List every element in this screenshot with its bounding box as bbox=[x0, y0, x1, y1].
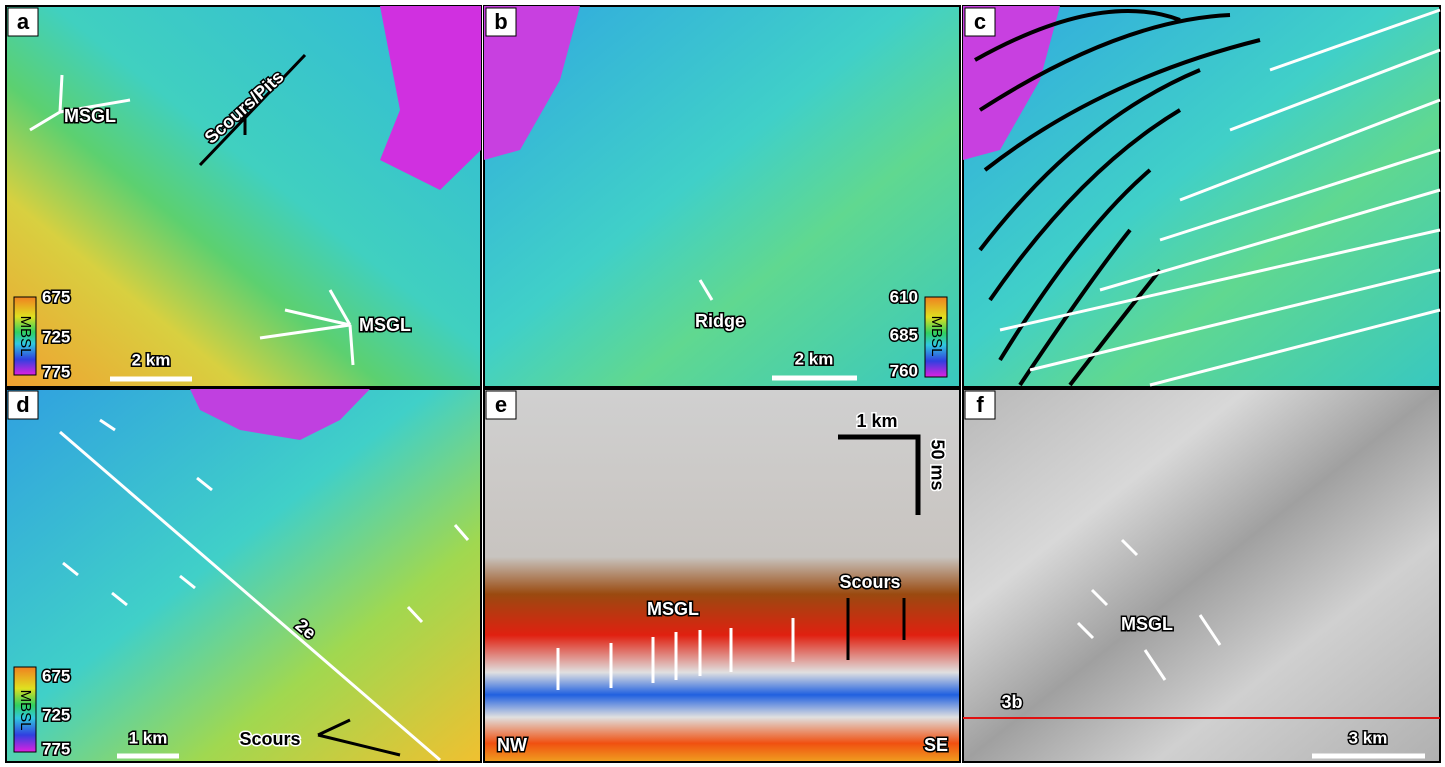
annotation: MSGL bbox=[64, 106, 116, 126]
colorbar-tick: 725 bbox=[42, 327, 70, 346]
colorbar-tick: 610 bbox=[890, 287, 918, 306]
profile-label: 3b bbox=[1001, 692, 1022, 712]
deep-area bbox=[190, 389, 370, 440]
label-box bbox=[964, 390, 996, 420]
panel-label: a bbox=[17, 9, 30, 34]
label-box bbox=[7, 390, 39, 420]
arrows bbox=[259, 289, 355, 366]
arrows bbox=[317, 718, 401, 757]
colorbar-tick: 675 bbox=[42, 666, 70, 685]
annotation: Scours bbox=[239, 729, 300, 749]
arrows bbox=[29, 74, 131, 132]
label-box bbox=[964, 7, 996, 37]
arrow bbox=[698, 279, 714, 301]
scale-label: 2 km bbox=[795, 349, 834, 368]
label-box bbox=[485, 390, 517, 420]
deep-area bbox=[380, 6, 481, 190]
arrows bbox=[846, 598, 906, 660]
annotation: MSGL bbox=[647, 599, 699, 619]
amplitude-map bbox=[962, 388, 1441, 763]
deep-area bbox=[963, 6, 1060, 160]
label-box bbox=[7, 7, 39, 37]
white-lineations bbox=[999, 8, 1441, 387]
scale-label: 50 ms bbox=[927, 439, 947, 490]
colorbar-title: MBSL bbox=[17, 316, 34, 357]
profile-line bbox=[59, 430, 441, 762]
colorbar-tick: 685 bbox=[890, 325, 918, 344]
deep-area bbox=[484, 6, 580, 160]
panel-label: b bbox=[494, 9, 507, 34]
black-lineations bbox=[974, 9, 1261, 387]
colorbar-title: MBSL bbox=[928, 316, 945, 357]
panel-c: c bbox=[962, 5, 1441, 388]
colorbar-tick: 725 bbox=[42, 705, 70, 724]
arrows bbox=[62, 418, 470, 624]
scale-label: 1 km bbox=[129, 728, 168, 747]
annotation: MSGL bbox=[1121, 614, 1173, 634]
colorbar-tick: 775 bbox=[42, 739, 70, 758]
colorbar bbox=[13, 296, 37, 376]
panel-label: d bbox=[16, 392, 29, 417]
colorbar bbox=[924, 296, 948, 378]
scale-label: 1 km bbox=[856, 411, 897, 431]
panel-label: c bbox=[974, 9, 986, 34]
panel-f: f MSGL 3b 3 km bbox=[962, 388, 1441, 763]
scale-label: 3 km bbox=[1349, 728, 1388, 747]
annotation: Scours bbox=[839, 572, 900, 592]
colorbar bbox=[13, 666, 37, 753]
panel-b: b Ridge MBSL 610 685 760 2 km bbox=[483, 5, 961, 388]
colorbar-tick: 675 bbox=[42, 287, 70, 306]
arrows bbox=[198, 53, 307, 167]
direction-label: SE bbox=[924, 735, 948, 755]
panel-label: f bbox=[976, 392, 984, 417]
colorbar-tick: 760 bbox=[890, 361, 918, 380]
colorbar-title: MBSL bbox=[17, 690, 34, 731]
annotation: MSGL bbox=[359, 315, 411, 335]
annotation: Ridge bbox=[695, 311, 745, 331]
panel-e: e 1 km 50 ms MSGL Scours NW SE bbox=[483, 388, 961, 763]
arrows bbox=[556, 618, 795, 690]
seismic-profile bbox=[483, 388, 961, 763]
direction-label: NW bbox=[497, 735, 527, 755]
map bbox=[5, 388, 482, 763]
colorbar-tick: 775 bbox=[42, 362, 70, 381]
map bbox=[483, 5, 961, 388]
panel-d: d 2e Scours MBSL 675 725 775 1 km bbox=[5, 388, 482, 763]
panel-label: e bbox=[495, 392, 507, 417]
scale-label: 2 km bbox=[132, 350, 171, 369]
scale-bars bbox=[838, 434, 921, 515]
panel-a: a MSGL Scours/Pits MSGL MBSL 675 725 775… bbox=[5, 5, 482, 388]
arrows bbox=[1076, 538, 1222, 681]
label-box bbox=[485, 7, 517, 37]
